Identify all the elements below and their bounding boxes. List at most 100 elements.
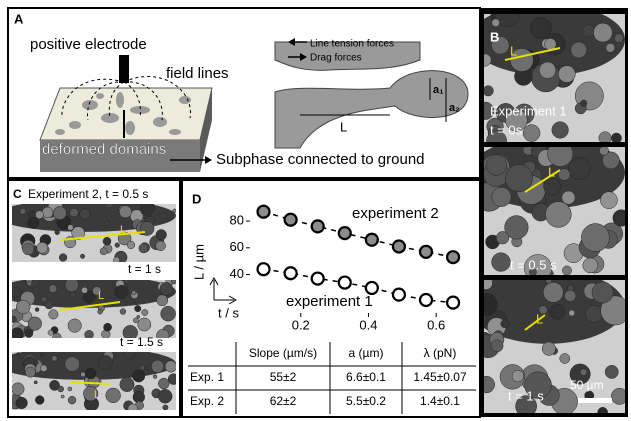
domain-dot (80, 209, 90, 219)
domain-dot (558, 66, 575, 83)
domain-dot (20, 208, 26, 214)
time-label: t = 0.5 s (510, 257, 557, 272)
domain-dot (492, 187, 511, 206)
data-point (420, 294, 432, 306)
scale-bar (578, 398, 612, 403)
x-tick-label: 0.4 (359, 317, 377, 332)
domain-dot (158, 389, 172, 403)
length-label: L (98, 290, 104, 302)
domain-dot (483, 86, 493, 96)
data-point (447, 251, 459, 263)
domain-dot (61, 395, 64, 398)
domain-dot (68, 387, 72, 391)
panel-label: A (14, 11, 24, 26)
x-axis-label: t / s (218, 305, 239, 320)
domain-dot (586, 305, 603, 322)
domain-dot (45, 300, 54, 309)
domain-dot (70, 208, 79, 217)
domain-dot (142, 309, 148, 315)
panel-c-images (0, 199, 179, 413)
domain-dot (119, 206, 131, 218)
data-point (339, 227, 351, 239)
column-header: a (µm) (349, 346, 384, 360)
time-label: t = 0s (490, 122, 523, 137)
panel-label: C (13, 187, 22, 201)
length-label: L (120, 224, 126, 236)
domain-dot (581, 224, 609, 252)
domain-dot (70, 292, 76, 298)
scale-bar-label: 50 µm (570, 378, 604, 392)
domain-dot (98, 355, 113, 370)
micrograph (0, 274, 177, 342)
data-point (447, 297, 459, 309)
domain-dot (25, 367, 35, 377)
domain-dot (120, 377, 134, 391)
domain-dot (58, 386, 64, 392)
domain-dot (23, 243, 34, 254)
table-cell: 1.45±0.07 (413, 370, 467, 384)
domain-dot (11, 287, 21, 297)
length-label: L (94, 389, 100, 401)
domain-dot (562, 266, 571, 275)
domain-dot (543, 282, 563, 302)
panel-label: B (490, 29, 499, 44)
domain-dot (100, 248, 107, 255)
table-cell: 1.4±0.1 (420, 394, 460, 408)
domain-dot (85, 330, 94, 339)
domain-dot (542, 342, 555, 355)
a2-label: a₂ (449, 102, 460, 114)
domain-dot (35, 308, 39, 312)
domain-dot (105, 222, 108, 225)
y-axis-label: L / µm (191, 244, 206, 280)
time-label: t = 1 s (508, 388, 544, 403)
domain-dot (106, 388, 121, 403)
domain-dot (592, 282, 613, 303)
experiment-label: Experiment 1 (490, 103, 567, 118)
domain-dot (103, 237, 111, 245)
domain-dot (530, 17, 551, 38)
domain-dot (552, 122, 569, 139)
domain-dot (161, 306, 176, 321)
data-point (285, 267, 297, 279)
domain-dot (583, 258, 598, 273)
domain-dot (49, 310, 58, 319)
domain-dot (98, 309, 103, 314)
domain-dot (17, 353, 20, 356)
domain-dot (52, 356, 57, 361)
domain-dot (27, 281, 32, 286)
length-label: L (510, 43, 517, 58)
domain-dot (53, 206, 66, 219)
domain-dot (523, 125, 540, 142)
micrograph (0, 347, 179, 413)
domain-dot (104, 323, 112, 331)
domain-dot (65, 357, 80, 372)
a1-label: a₁ (433, 84, 444, 96)
domain-dot (35, 360, 39, 364)
domain-dot (12, 383, 25, 396)
domain-dot (68, 225, 74, 231)
domain-dot (580, 100, 587, 107)
domain-dot (37, 242, 48, 253)
electrode-label: positive electrode (30, 36, 147, 53)
domain-dot (614, 34, 623, 43)
table-cell: 6.6±0.1 (346, 370, 386, 384)
table-cell: 5.5±0.2 (346, 394, 386, 408)
row-header: Exp. 2 (190, 394, 224, 408)
time-label: t = 1 s (128, 262, 161, 276)
domain-dot (492, 19, 500, 27)
domain-dot (569, 158, 591, 180)
domain-dot (139, 244, 148, 253)
electrode (119, 55, 129, 83)
domain-dot (140, 221, 154, 235)
length-label: L (536, 311, 543, 326)
domain-dot (151, 360, 164, 373)
domain-dot (160, 282, 173, 295)
domain-dot (569, 310, 575, 316)
y-tick-label: 60 (230, 239, 244, 254)
column-header: Slope (µm/s) (249, 346, 317, 360)
drag-label: Drag forces (310, 53, 362, 64)
domain-dot (593, 23, 612, 42)
panel-b-images (470, 2, 630, 418)
data-point (339, 277, 351, 289)
domain-dot (486, 155, 507, 176)
